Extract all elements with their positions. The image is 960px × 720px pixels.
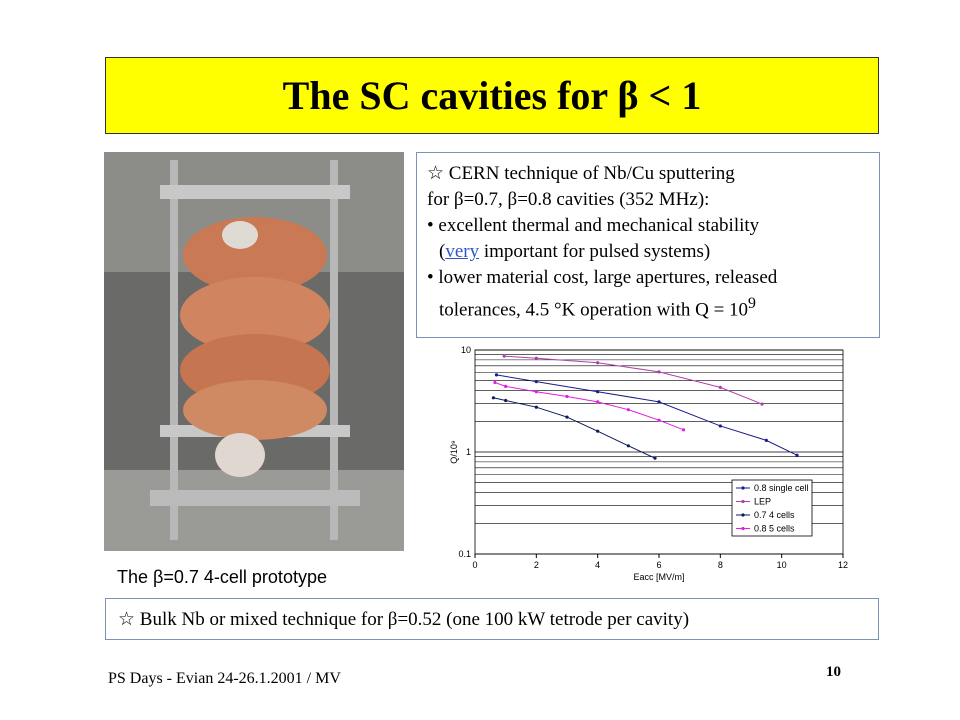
info-line: (very important for pulsed systems) xyxy=(427,239,879,265)
data-point xyxy=(626,444,630,448)
superscript: 9 xyxy=(748,295,756,312)
info-line: • lower material cost, large apertures, … xyxy=(427,267,778,288)
data-point xyxy=(681,428,686,432)
data-point xyxy=(565,394,569,399)
text: tolerances, 4.5 °K operation with Q = 10 xyxy=(439,299,749,321)
data-point xyxy=(534,380,538,384)
data-point xyxy=(494,373,499,377)
legend-marker xyxy=(741,486,745,490)
data-point xyxy=(657,370,661,374)
legend-marker xyxy=(741,513,745,517)
data-point xyxy=(718,424,722,428)
y-tick-label: 1 xyxy=(466,447,471,457)
series-line xyxy=(496,374,798,456)
data-point xyxy=(596,429,600,433)
data-point xyxy=(534,356,538,360)
bottom-box: ☆ Bulk Nb or mixed technique for β=0.52 … xyxy=(105,598,879,640)
data-point xyxy=(657,418,661,422)
y-tick-label: 10 xyxy=(461,345,471,355)
series-line xyxy=(494,382,684,431)
data-point xyxy=(504,384,508,388)
legend-marker xyxy=(741,499,745,504)
data-point xyxy=(565,415,569,419)
info-box: ☆ CERN technique of Nb/Cu sputtering for… xyxy=(416,152,880,338)
legend-marker xyxy=(741,526,745,531)
x-tick-label: 4 xyxy=(595,560,600,570)
x-tick-label: 12 xyxy=(838,560,848,570)
data-point xyxy=(502,354,506,358)
data-point xyxy=(596,400,600,404)
data-point xyxy=(534,405,538,409)
x-tick-label: 8 xyxy=(718,560,723,570)
footer: PS Days - Evian 24-26.1.2001 / MV xyxy=(108,670,341,687)
legend-label: 0.8 5 cells xyxy=(754,524,795,534)
info-line: • excellent thermal and mechanical stabi… xyxy=(427,215,760,236)
data-point xyxy=(596,361,600,365)
photo xyxy=(104,152,404,551)
legend-label: 0.7 4 cells xyxy=(754,510,795,520)
data-point xyxy=(626,408,630,412)
x-tick-label: 10 xyxy=(777,560,787,570)
data-point xyxy=(718,385,722,389)
legend-box xyxy=(731,479,813,537)
data-point xyxy=(760,402,764,406)
info-line: ☆ CERN technique of Nb/Cu sputtering xyxy=(427,163,735,184)
page-number: 10 xyxy=(826,664,841,680)
data-point xyxy=(653,456,657,460)
link[interactable]: very xyxy=(445,241,480,262)
x-tick-label: 2 xyxy=(534,560,539,570)
data-point xyxy=(795,453,799,457)
info-line: tolerances, 4.5 °K operation with Q = 10… xyxy=(427,291,879,323)
series-line xyxy=(504,355,763,405)
slide-title: The SC cavities for β < 1 xyxy=(105,57,879,134)
data-point xyxy=(534,390,538,394)
x-tick-label: 0 xyxy=(472,560,477,570)
x-tick-label: 6 xyxy=(656,560,661,570)
data-point xyxy=(504,398,508,403)
legend: 0.8 single cell LEP 0.7 4 cells 0.8 5 cells xyxy=(731,479,813,537)
x-axis-label: Eacc [MV/m] xyxy=(633,572,684,582)
data-point xyxy=(764,438,768,442)
y-axis-label: Q/10⁹ xyxy=(449,440,459,464)
legend-label: LEP xyxy=(754,497,771,507)
photo-caption: The β=0.7 4-cell prototype xyxy=(117,567,327,587)
text: ( xyxy=(439,241,446,262)
data-point xyxy=(657,400,661,404)
legend-label: 0.8 single cell xyxy=(754,483,809,493)
data-point xyxy=(491,396,495,400)
text: important for pulsed systems) xyxy=(479,241,711,262)
series-line xyxy=(493,397,656,459)
info-line: for β=0.7, β=0.8 cavities (352 MHz): xyxy=(427,189,710,210)
y-tick-label: 0.1 xyxy=(458,549,471,559)
data-point xyxy=(493,380,497,385)
data-point xyxy=(596,390,600,394)
plot-frame xyxy=(474,349,844,555)
